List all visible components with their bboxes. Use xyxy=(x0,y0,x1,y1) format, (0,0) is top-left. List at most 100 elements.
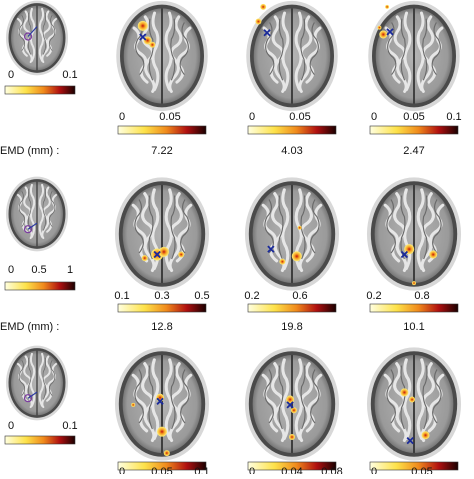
activation-blob xyxy=(412,281,416,286)
activation-blob xyxy=(141,255,148,262)
activation-blob xyxy=(163,450,170,457)
colorbar-tick-label: 0.08 xyxy=(321,466,342,474)
brain-panel xyxy=(114,176,210,292)
brain-panel xyxy=(244,0,340,112)
reference-marker xyxy=(23,394,33,403)
colorbar-tick-label: 0 xyxy=(8,264,14,276)
activation-blob xyxy=(149,41,156,48)
colorbar-tick-label: 0.2 xyxy=(366,290,381,302)
activation-blob xyxy=(289,434,295,441)
activation-blob xyxy=(421,431,430,440)
colorbar-tick-label: 0.6 xyxy=(292,290,307,302)
activation-blob xyxy=(377,25,382,30)
activation-blob xyxy=(290,407,297,414)
source-marker xyxy=(156,397,164,405)
reference-arrow xyxy=(27,391,38,399)
activation-blob xyxy=(409,396,416,403)
reference-colorbar xyxy=(4,435,76,445)
colorbar-tick-label: 0.1 xyxy=(62,420,77,432)
colorbar-tick-label: 0.05 xyxy=(403,111,424,123)
reference-brain xyxy=(5,176,69,252)
brain-image xyxy=(244,176,340,292)
colorbar-tick-label: 0 xyxy=(8,69,14,81)
colorbar xyxy=(369,461,459,471)
colorbar xyxy=(247,303,337,313)
colorbar-tick-label: 0.3 xyxy=(154,290,169,302)
colorbar-tick-label: 0 xyxy=(119,466,125,474)
reference-colorbar xyxy=(4,281,76,291)
colorbar-tick-label: 0.5 xyxy=(194,290,209,302)
colorbar xyxy=(369,125,459,135)
colorbar-tick-label: 0.05 xyxy=(151,466,172,474)
activation-blob xyxy=(297,225,302,230)
source-marker xyxy=(386,28,394,36)
source-marker xyxy=(286,401,294,409)
emd-value: 10.1 xyxy=(403,321,424,333)
source-marker xyxy=(267,245,275,253)
brain-panel xyxy=(244,346,340,462)
colorbar-tick-label: 0.05 xyxy=(159,111,180,123)
reference-brain xyxy=(5,345,69,421)
source-marker xyxy=(406,436,414,445)
brain-image xyxy=(114,176,210,292)
reference-brain xyxy=(5,0,69,76)
emd-value: 7.22 xyxy=(151,145,172,157)
activation-blob xyxy=(143,36,152,45)
colorbar-tick-label: 0.1 xyxy=(62,69,77,81)
colorbar-tick-label: 0 xyxy=(371,466,377,474)
reference-marker xyxy=(23,225,33,234)
brain-panel xyxy=(244,176,340,292)
reference-marker xyxy=(23,32,33,41)
brain-panel xyxy=(366,0,462,112)
colorbar xyxy=(117,303,207,313)
activation-blob xyxy=(157,426,167,437)
colorbar-tick-label: 0 xyxy=(119,111,125,123)
activation-blob xyxy=(385,4,390,9)
source-marker xyxy=(400,250,409,259)
colorbar xyxy=(117,461,207,471)
emd-value: 19.8 xyxy=(281,321,302,333)
colorbar-tick-label: 0 xyxy=(8,420,14,432)
colorbar-tick-label: 0.1 xyxy=(446,111,461,123)
activation-blob xyxy=(260,3,267,10)
colorbar-tick-label: 0.04 xyxy=(281,466,302,474)
colorbar-tick-label: 0.1 xyxy=(194,466,209,474)
brain-panel xyxy=(366,346,462,462)
brain-image xyxy=(114,0,210,112)
brain-image xyxy=(366,0,462,112)
brain-panel xyxy=(114,0,210,112)
activation-blob xyxy=(255,18,262,25)
colorbar-tick-label: 0.1 xyxy=(114,290,129,302)
activation-blob xyxy=(137,20,148,31)
brain-panel xyxy=(114,346,210,462)
reference-arrow xyxy=(27,222,38,230)
activation-blob xyxy=(429,250,438,259)
brain-image xyxy=(244,0,340,112)
brain-image xyxy=(366,346,462,462)
brain-panel xyxy=(366,176,462,292)
source-marker xyxy=(263,29,271,37)
colorbar-tick-label: 0.5 xyxy=(31,264,46,276)
activation-blob xyxy=(400,388,409,397)
colorbar xyxy=(369,303,459,313)
emd-value: 4.03 xyxy=(281,145,302,157)
activation-blob xyxy=(379,30,388,39)
activation-blob xyxy=(279,258,286,265)
colorbar-tick-label: 0.8 xyxy=(414,290,429,302)
colorbar-tick-label: 0 xyxy=(249,466,255,474)
colorbar xyxy=(247,125,337,135)
emd-label: EMD (mm) : xyxy=(0,321,59,333)
colorbar xyxy=(247,461,337,471)
activation-blob xyxy=(178,251,185,258)
emd-value: 12.8 xyxy=(151,321,172,333)
emd-value: 2.47 xyxy=(403,145,424,157)
colorbar-tick-label: 0.05 xyxy=(411,466,432,474)
brain-image xyxy=(366,176,462,292)
activation-blob xyxy=(131,402,136,407)
colorbar-tick-label: 0.05 xyxy=(289,111,310,123)
reference-arrow xyxy=(27,26,38,37)
colorbar-tick-label: 1 xyxy=(67,264,73,276)
activation-blob xyxy=(158,246,169,257)
source-marker xyxy=(139,33,147,41)
